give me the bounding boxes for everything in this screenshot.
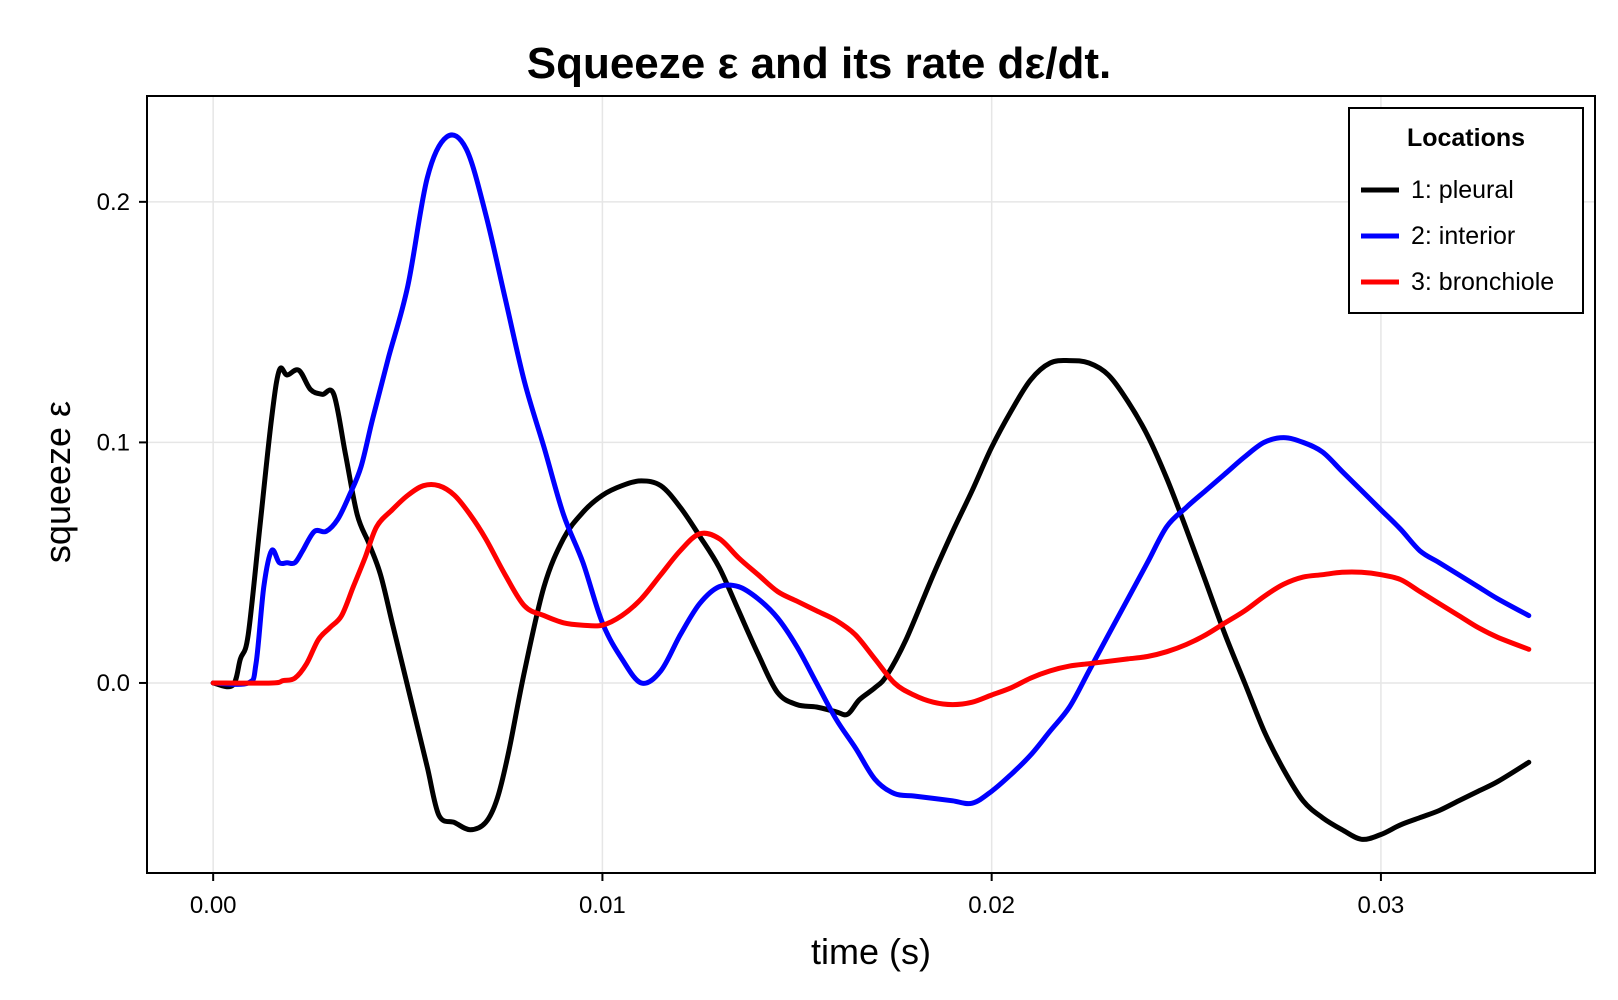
legend-label-2: 2: interior bbox=[1411, 222, 1515, 250]
series-line-2 bbox=[210, 132, 1532, 807]
y-tick-label: 0.2 bbox=[97, 189, 130, 216]
legend-label-1: 1: pleural bbox=[1411, 176, 1514, 204]
legend: Locations 1: pleural 2: interior 3: bronch… bbox=[1348, 107, 1584, 314]
plot-frame bbox=[146, 95, 1596, 874]
legend-items: 1: pleural 2: interior 3: bronchiole bbox=[1361, 176, 1554, 296]
x-tick-label: 0.00 bbox=[190, 892, 237, 919]
series-line-3 bbox=[210, 482, 1532, 708]
x-tick-label: 0.03 bbox=[1358, 892, 1405, 919]
x-axis-label: time (s) bbox=[811, 931, 931, 972]
legend-label-3: 3: bronchiole bbox=[1411, 268, 1554, 296]
axis-ticks: 0.00 0.01 0.02 0.03 0.0 0.1 0.2 bbox=[97, 189, 1405, 919]
chart-title: Squeeze ε and its rate dε/dt. bbox=[527, 39, 1112, 88]
plot-series bbox=[210, 132, 1532, 842]
legend-box bbox=[1348, 107, 1584, 314]
x-tick-label: 0.02 bbox=[968, 892, 1015, 919]
y-axis-label: squeeze ε bbox=[37, 401, 78, 563]
y-tick-label: 0.0 bbox=[97, 670, 130, 697]
x-tick-label: 0.01 bbox=[579, 892, 626, 919]
y-tick-label: 0.1 bbox=[97, 429, 130, 456]
legend-title: Locations bbox=[1407, 124, 1525, 152]
